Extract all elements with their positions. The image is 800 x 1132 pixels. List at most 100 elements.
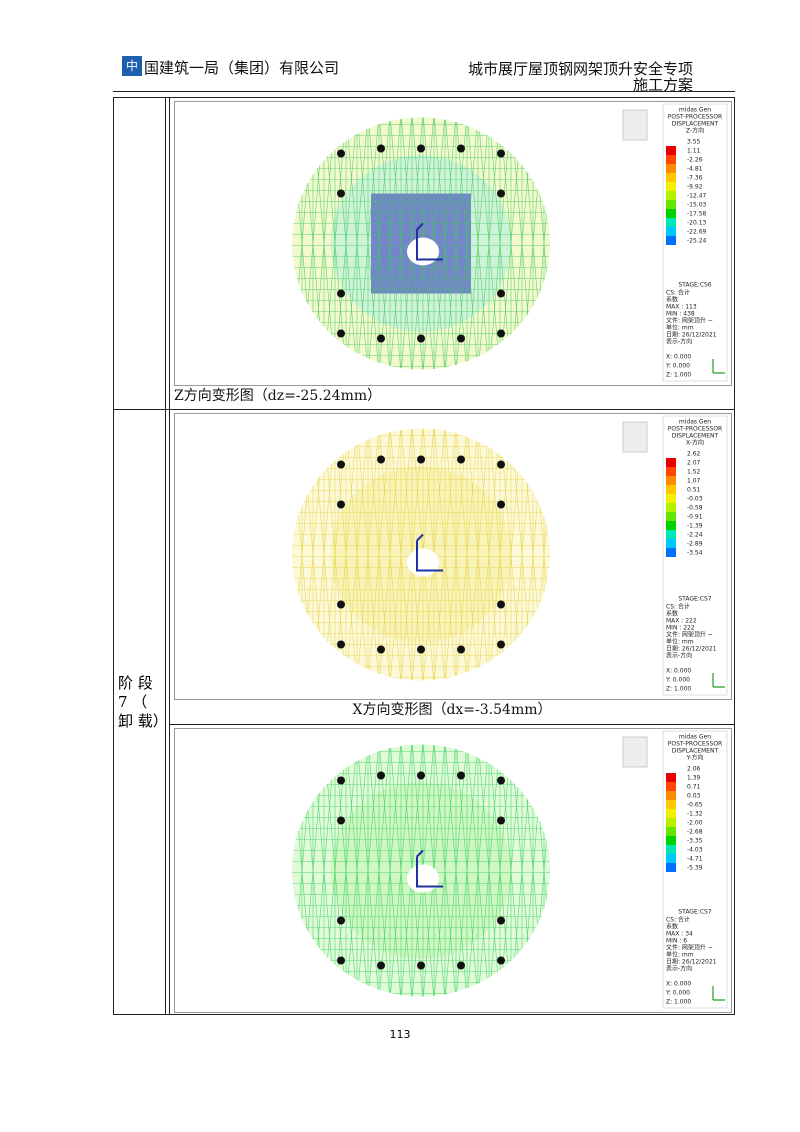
legend-value: 1.52 — [687, 469, 701, 476]
view-cube — [622, 109, 648, 141]
legend-info: MAX : 113 — [666, 304, 697, 311]
legend-value: -2.00 — [687, 820, 703, 827]
view-axis: Z: 1.000 — [666, 999, 691, 1006]
legend-swatch — [666, 827, 676, 836]
legend-head: midas Gen — [679, 734, 711, 741]
legend-value: -0.58 — [687, 505, 703, 512]
legend-swatch — [666, 485, 676, 494]
legend-value: -1.39 — [687, 523, 703, 530]
view-axis: Y: 0.000 — [665, 363, 690, 370]
legend-value: -1.32 — [687, 811, 703, 818]
column — [497, 500, 505, 509]
column — [337, 289, 345, 298]
triad — [712, 986, 725, 1001]
legend-swatch — [666, 854, 676, 863]
legend-info: MAX : 222 — [666, 618, 697, 625]
hole — [407, 237, 439, 266]
row-rule — [169, 724, 734, 725]
hole — [407, 864, 439, 893]
figure-cell: midas Gen POST-PROCESSOR DISPLACEMENT X-方向 2… — [170, 410, 734, 724]
legend-value: -0.03 — [687, 496, 703, 503]
legend-info: 系数 — [666, 296, 678, 304]
column — [337, 189, 345, 198]
logo: 中 — [122, 56, 142, 76]
legend-value: -4.81 — [687, 166, 703, 173]
legend-swatch — [666, 863, 676, 872]
column — [497, 776, 505, 785]
column — [417, 771, 425, 780]
legend-value: -9.92 — [687, 184, 703, 191]
column — [497, 916, 505, 925]
company: 国建筑一局（集团）有限公司 — [144, 59, 340, 77]
legend-head: Z-方向 — [686, 127, 704, 135]
legend-info: 日期: 26/12/2021 — [666, 331, 717, 339]
column — [497, 329, 505, 338]
column — [497, 816, 505, 825]
legend-info: MIN : 222 — [666, 625, 695, 632]
legend-swatch — [666, 539, 676, 548]
column — [337, 149, 345, 158]
legend-info: 表示-方向 — [666, 652, 692, 660]
column — [337, 816, 345, 825]
legend-value: -2.26 — [687, 157, 703, 164]
legend-info: 系数 — [666, 923, 678, 931]
column — [457, 455, 465, 464]
legend-info: MIN : 6 — [666, 938, 687, 945]
doc-title: 城市展厅屋顶钢网架顶升安全专项 — [467, 60, 693, 78]
legend-info: 单位: mm — [666, 951, 694, 959]
column — [417, 334, 425, 343]
legend-info: CS: 合计 — [666, 916, 690, 924]
hole — [407, 548, 439, 577]
column — [497, 149, 505, 158]
legend-value: 2.62 — [687, 451, 701, 458]
legend-head: midas Gen — [679, 107, 711, 114]
column — [417, 144, 425, 153]
legend-swatch — [666, 458, 676, 467]
column — [457, 771, 465, 780]
legend-swatch — [666, 467, 676, 476]
column — [377, 455, 385, 464]
view-axis: Y: 0.000 — [665, 677, 690, 684]
column — [457, 334, 465, 343]
legend-head: POST-PROCESSOR — [668, 426, 722, 433]
legend-stage: STAGE:CS7 — [678, 596, 711, 603]
legend-swatch — [666, 155, 676, 164]
view-cube — [622, 421, 648, 453]
legend-value: -0.91 — [687, 514, 703, 521]
legend-value: -12.47 — [687, 193, 707, 200]
legend-head: midas Gen — [679, 419, 711, 426]
axis-glyph — [416, 222, 443, 261]
legend-value: -2.68 — [687, 829, 703, 836]
view-axis: Z: 1.000 — [666, 686, 691, 693]
column — [337, 600, 345, 609]
column — [337, 500, 345, 509]
legend-value: 2.07 — [687, 460, 701, 467]
column — [377, 334, 385, 343]
legend-swatch — [666, 173, 676, 182]
legend-swatch — [666, 503, 676, 512]
legend-swatch — [666, 191, 676, 200]
legend-value: 0.03 — [687, 793, 701, 800]
legend-info: 单位: mm — [666, 324, 694, 332]
legend-head: POST-PROCESSOR — [668, 741, 722, 748]
legend-swatch — [666, 164, 676, 173]
legend-value: -20.13 — [687, 220, 707, 227]
legend-info: MAX : 34 — [666, 931, 693, 938]
col-rule — [169, 98, 170, 1014]
axis-glyph — [416, 849, 443, 888]
legend-stage: STAGE:CS7 — [678, 909, 711, 916]
column — [377, 771, 385, 780]
legend-swatch — [666, 494, 676, 503]
legend-value: 3.55 — [687, 139, 701, 146]
legend-value: -22.69 — [687, 229, 707, 236]
legend-head: Y-方向 — [685, 754, 703, 762]
col-rule — [165, 98, 166, 1014]
legend-value: 2.06 — [687, 766, 701, 773]
legend-swatch — [666, 227, 676, 236]
column — [497, 460, 505, 469]
legend-value: 1.39 — [687, 775, 701, 782]
table: 阶 段 7 （ 卸 载） midas Gen POST-PROCESSOR DISP… — [113, 97, 735, 1015]
legend-value: -3.35 — [687, 838, 703, 845]
